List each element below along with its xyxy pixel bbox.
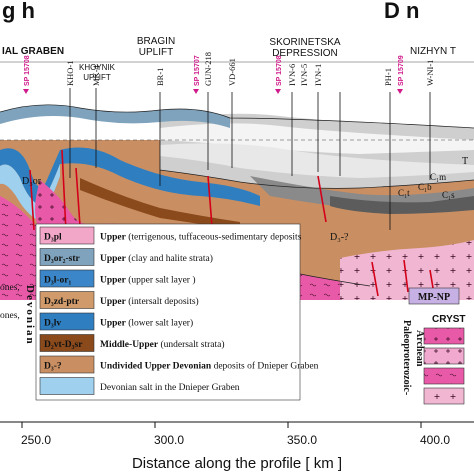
cryst-swatch-4 [423,387,465,405]
shot-point-label: SP 15709 [398,55,405,86]
legend-item: D₃lv Upper (lower salt layer) [39,312,193,331]
label-c1t: C₁t [398,188,410,198]
legend-swatch [39,355,95,374]
legend-swatch [39,269,95,288]
well-label: PH-1 [383,68,393,86]
shot-point-label: SP 15708 [24,55,31,86]
legend-swatch [39,226,95,245]
legend-code: D₃-? [44,362,62,372]
left-fragment-2: ones, [0,311,20,321]
legend-code: D₃lv [44,319,61,329]
legend-description: Undivided Upper Devonian deposits of Dni… [100,361,319,372]
well-label: MK-4 [91,64,101,86]
x-axis-label: Distance along the profile [ km ] [132,455,342,472]
cover-layer-white-2 [160,143,474,178]
mp-np-label: MP-NP [418,292,450,303]
region-khoynik-2: UPLIFT [83,73,111,82]
label-t: T [462,156,468,167]
shot-point-marker [23,89,29,94]
well-label: IVN-5 [299,64,309,86]
legend-description: Upper (intersalt deposits) [100,296,199,307]
legend-code: D₂vt-D₃sr [44,340,83,350]
cover-layer-white-1 [160,123,474,154]
legend-description: Upper (upper salt layer ) [100,275,196,286]
cryst-swatch-2 [423,347,465,365]
x-tick-label: 350.0 [287,433,317,447]
x-axis-ticks: 250.0 300.0 350.0 400.0 [21,422,450,447]
eon-label-1: Paleoproterozoic- [401,320,412,395]
label-d3-undivided: D₃-? [330,232,349,243]
legend-swatch [39,248,95,266]
region-graben: IAL GRABEN [2,46,64,57]
legend-item: D₃zd-ptr Upper (intersalt deposits) [39,291,199,309]
left-fragment-1: ones, [0,283,20,293]
legend-item: D₃or₂-str Upper (clay and halite strata) [39,248,213,266]
basement-right [340,240,474,300]
legend-swatch [39,377,95,395]
region-bragin-2: UPLIFT [139,47,173,58]
region-skorinetska-2: DEPRESSION [272,48,338,59]
legend-description: Upper (terrigenous, tuffaceous-sedimenta… [100,232,302,243]
shot-point-marker [193,89,199,94]
legend-swatch [39,291,95,309]
legend-description: Middle-Upper (undersalt strata) [100,339,225,350]
legend-swatch [39,334,95,352]
label-d3or: D₃or [22,176,42,187]
well-label: BR-1 [155,68,165,86]
cryst-swatch-3 [423,367,465,385]
carboniferous-darker [330,196,474,214]
label-c1b: C₁b [418,182,432,192]
x-tick-label: 400.0 [420,433,450,447]
legend-swatch [39,312,95,331]
eon-label-2: Archean [414,330,425,367]
well-labels: SP 15708 KHO-1 MK-4 BR-1 SP 15707 GUN-218 VD-6… [23,52,435,94]
legend-item: D₃-? Undivided Upper Devonian deposits of… [39,355,319,374]
shot-point-label: SP 15707 [194,55,201,86]
well-label: IVN-6 [287,64,297,86]
legend-description: Upper (lower salt layer) [100,318,193,329]
title-left: g h [2,0,35,23]
horizon-2 [159,169,474,189]
label-c1s: C₁s [442,190,455,200]
region-skorinetska-1: SKORINETSKA [269,37,340,48]
cryst-swatch-1 [423,327,465,345]
clay-halite-left [0,104,230,128]
region-khoynik-1: KHOYNIK [79,63,116,72]
well-label: W-NI-1 [425,60,435,86]
well-label: KHO-1 [65,61,75,87]
mp-np-swatch [408,287,460,305]
x-tick-label: 250.0 [21,433,51,447]
legend-description: Devonian salt in the Dnieper Graben [100,383,240,393]
region-bragin-1: BRAGIN [137,36,175,47]
well-label: VD-661 [227,58,237,86]
x-tick-label: 300.0 [154,433,184,447]
legend-item: Devonian salt in the Dnieper Graben [39,377,240,395]
undersalt-strata [80,178,240,230]
legend-code: D₃l-or₁ [44,276,71,286]
well-label: GUN-218 [203,52,213,86]
basement-plus-left [35,180,100,231]
shot-point-label: SP 15708 [276,55,283,86]
legend-group-devonian: Devonian [24,285,36,346]
legend-item: D₃pl Upper (terrigenous, tuffaceous-sedim… [39,226,302,245]
legend-item: D₂vt-D₃sr Middle-Upper (undersalt strata) [39,334,225,352]
carboniferous-dark [250,176,474,211]
legend-description: Upper (clay and halite strata) [100,253,213,264]
cryst-label: CRYST [432,314,466,325]
legend-code: D₃zd-ptr [44,297,80,307]
legend-code: D₃or₂-str [44,254,81,264]
label-c1m: C₁m [430,172,446,182]
shot-point-marker [397,89,403,94]
horizon-1 [0,104,474,129]
region-nizhyn: NIZHYN T [410,46,456,57]
title-right: D n [384,0,419,23]
legend-item: D₃l-or₁ Upper (upper salt layer ) [39,269,196,288]
shot-point-marker [275,89,281,94]
legend-code: D₃pl [44,233,62,243]
well-lines [69,88,431,230]
well-label: IVN-1 [313,64,323,86]
legend-items: D₃pl Upper (terrigenous, tuffaceous-sedim… [39,226,319,395]
